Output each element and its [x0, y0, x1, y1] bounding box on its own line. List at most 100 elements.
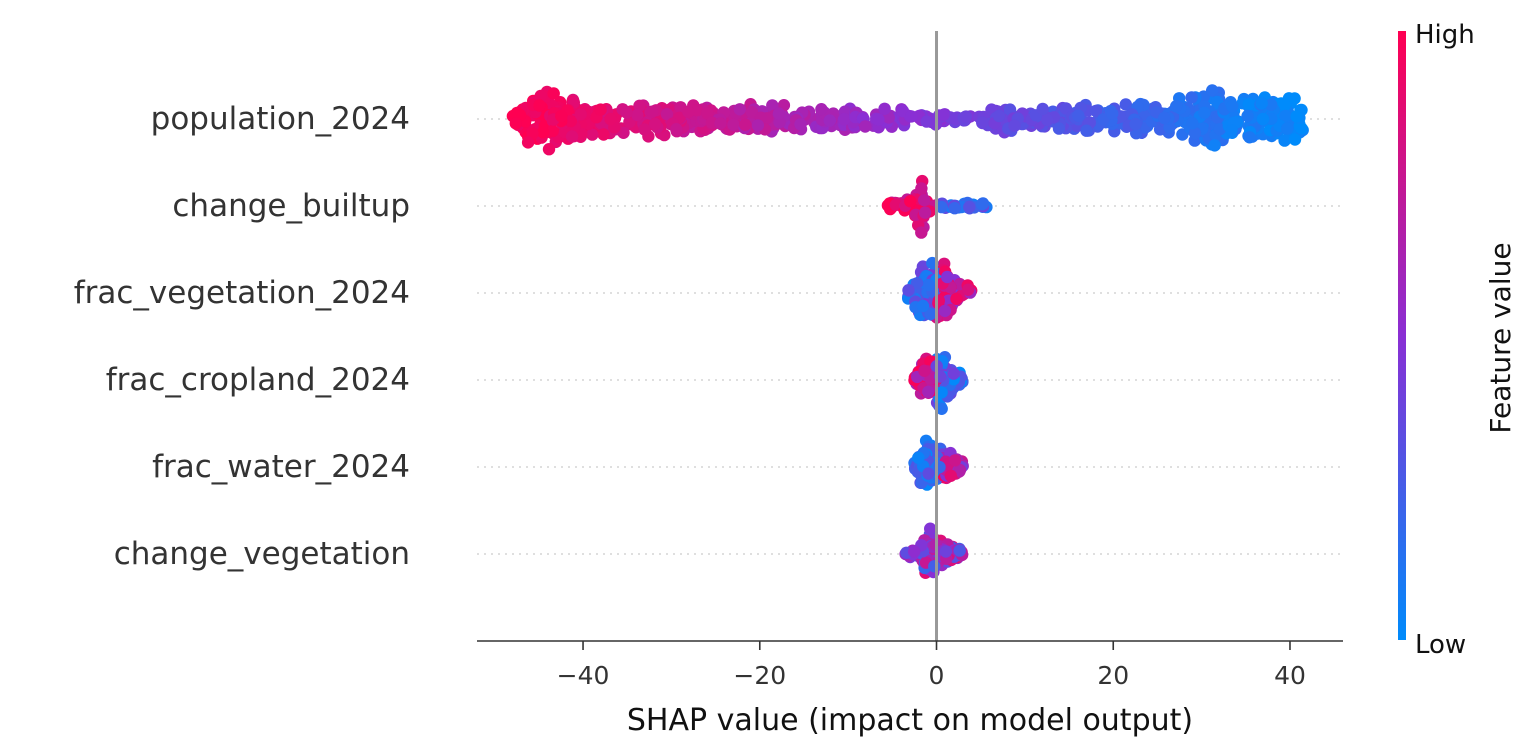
shap-point — [794, 118, 807, 131]
shap-point — [918, 193, 931, 207]
shap-point — [1256, 112, 1270, 126]
shap-point — [1281, 122, 1294, 135]
shap-point — [1255, 97, 1268, 110]
shap-point — [1170, 100, 1183, 113]
colorbar: High Low Feature value — [1398, 20, 1517, 660]
shap-point — [574, 108, 587, 121]
shap-point — [953, 544, 966, 557]
shap-point — [638, 123, 651, 136]
shap-point — [905, 110, 918, 123]
shap-point — [937, 108, 950, 122]
x-tick-label: −20 — [733, 661, 786, 690]
shap-point — [542, 143, 556, 156]
shap-point — [604, 112, 617, 126]
x-axis-ticks: −40 −20 0 20 40 — [557, 641, 1306, 690]
shap-point — [918, 364, 931, 377]
shap-point — [1052, 122, 1066, 135]
x-tick-label: 0 — [929, 661, 945, 690]
x-tick-label: 40 — [1274, 661, 1306, 690]
shap-point — [682, 105, 695, 119]
beeswarm-points — [506, 84, 1309, 579]
shap-point — [1265, 98, 1278, 111]
shap-point — [1185, 91, 1198, 104]
shap-point — [938, 304, 952, 318]
shap-point — [1186, 117, 1199, 130]
colorbar-gradient — [1398, 31, 1406, 640]
shap-point — [670, 123, 683, 136]
shap-point — [904, 195, 917, 208]
shap-point — [586, 128, 599, 141]
shap-point — [1279, 109, 1292, 123]
shap-point — [950, 292, 963, 306]
shap-point — [1198, 106, 1211, 120]
x-tick-label: 20 — [1097, 661, 1129, 690]
shap-point — [975, 198, 989, 211]
shap-point — [597, 128, 610, 141]
feature-labels: population_2024 change_builtup frac_vegeta… — [74, 101, 410, 572]
shap-point — [935, 200, 948, 214]
shap-point — [1206, 84, 1219, 97]
colorbar-low-label: Low — [1415, 630, 1466, 660]
shap-point — [772, 107, 786, 120]
shap-point — [1089, 104, 1103, 118]
shap-point — [565, 130, 579, 143]
shap-point — [620, 106, 633, 119]
shap-point — [948, 202, 961, 215]
shap-point — [1226, 99, 1239, 113]
shap-point — [948, 454, 962, 467]
feature-label: frac_water_2024 — [152, 449, 410, 485]
shap-point — [1163, 121, 1176, 134]
shap-point — [536, 126, 550, 139]
shap-point — [947, 367, 960, 380]
shap-point — [1225, 124, 1238, 137]
shap-point — [915, 182, 928, 195]
shap-point — [922, 278, 935, 292]
shap-point — [928, 560, 941, 573]
shap-point — [976, 116, 989, 129]
shap-point — [533, 99, 546, 112]
shap-point — [509, 117, 522, 130]
shap-point — [922, 385, 935, 398]
colorbar-high-label: High — [1415, 20, 1475, 50]
shap-point — [924, 522, 937, 535]
shap-point — [944, 469, 957, 482]
shap-point — [547, 87, 560, 100]
shap-point — [727, 118, 740, 131]
feature-label: change_vegetation — [114, 536, 410, 572]
feature-label: change_builtup — [172, 188, 410, 224]
x-tick-label: −40 — [557, 661, 610, 690]
shap-point — [908, 545, 921, 558]
shap-point — [1241, 109, 1254, 123]
shap-point — [739, 118, 752, 131]
shap-point — [1036, 102, 1049, 116]
shap-point — [935, 402, 948, 415]
shap-point — [922, 467, 935, 480]
shap-point — [1158, 111, 1171, 125]
shap-point — [534, 89, 547, 103]
shap-point — [815, 103, 828, 116]
shap-point — [645, 105, 659, 118]
shap-point — [1278, 134, 1291, 147]
shap-point — [633, 99, 646, 113]
shap-point — [660, 108, 674, 121]
row-guides — [477, 118, 1343, 555]
shap-point — [992, 109, 1006, 123]
shap-point — [878, 102, 891, 116]
shap-point — [1288, 133, 1302, 146]
shap-point — [924, 307, 937, 321]
shap-point — [1008, 119, 1021, 132]
shap-point — [939, 545, 953, 558]
feature-label: population_2024 — [151, 101, 410, 137]
shap-point — [766, 99, 779, 112]
shap-point — [912, 451, 925, 464]
shap-point — [714, 117, 727, 130]
shap-point — [745, 106, 759, 119]
shap-point — [594, 103, 607, 116]
shap-point — [701, 107, 714, 120]
shap-point — [1278, 99, 1292, 112]
shap-point — [872, 113, 885, 126]
shap-point — [916, 299, 930, 313]
shap-point — [733, 103, 746, 116]
shap-point — [910, 277, 924, 290]
